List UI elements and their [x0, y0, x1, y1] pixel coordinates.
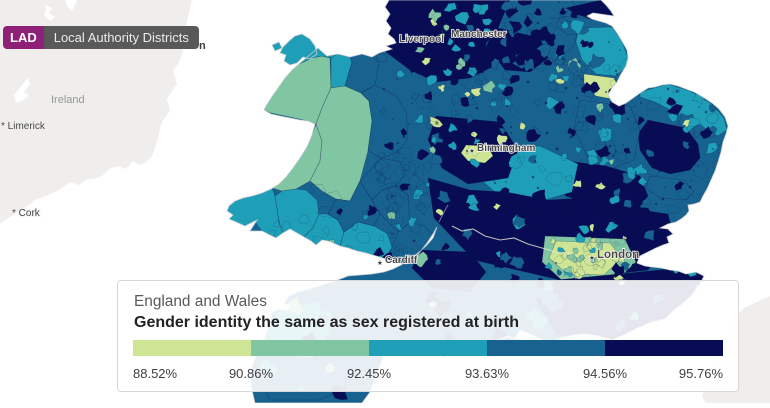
- svg-text:Manchester: Manchester: [451, 29, 507, 40]
- svg-text:Birmingham: Birmingham: [477, 143, 535, 154]
- svg-text:n: n: [199, 40, 206, 52]
- svg-text:★: ★: [469, 147, 475, 155]
- svg-text:★: ★: [589, 254, 595, 262]
- svg-text:* Limerick: * Limerick: [1, 121, 46, 132]
- svg-text:Liverpool: Liverpool: [399, 34, 444, 45]
- svg-text:Cardiff: Cardiff: [385, 255, 418, 266]
- svg-text:* Cork: * Cork: [12, 208, 41, 219]
- svg-text:★: ★: [377, 259, 383, 267]
- svg-text:Ireland: Ireland: [51, 94, 85, 106]
- svg-text:London: London: [597, 249, 639, 261]
